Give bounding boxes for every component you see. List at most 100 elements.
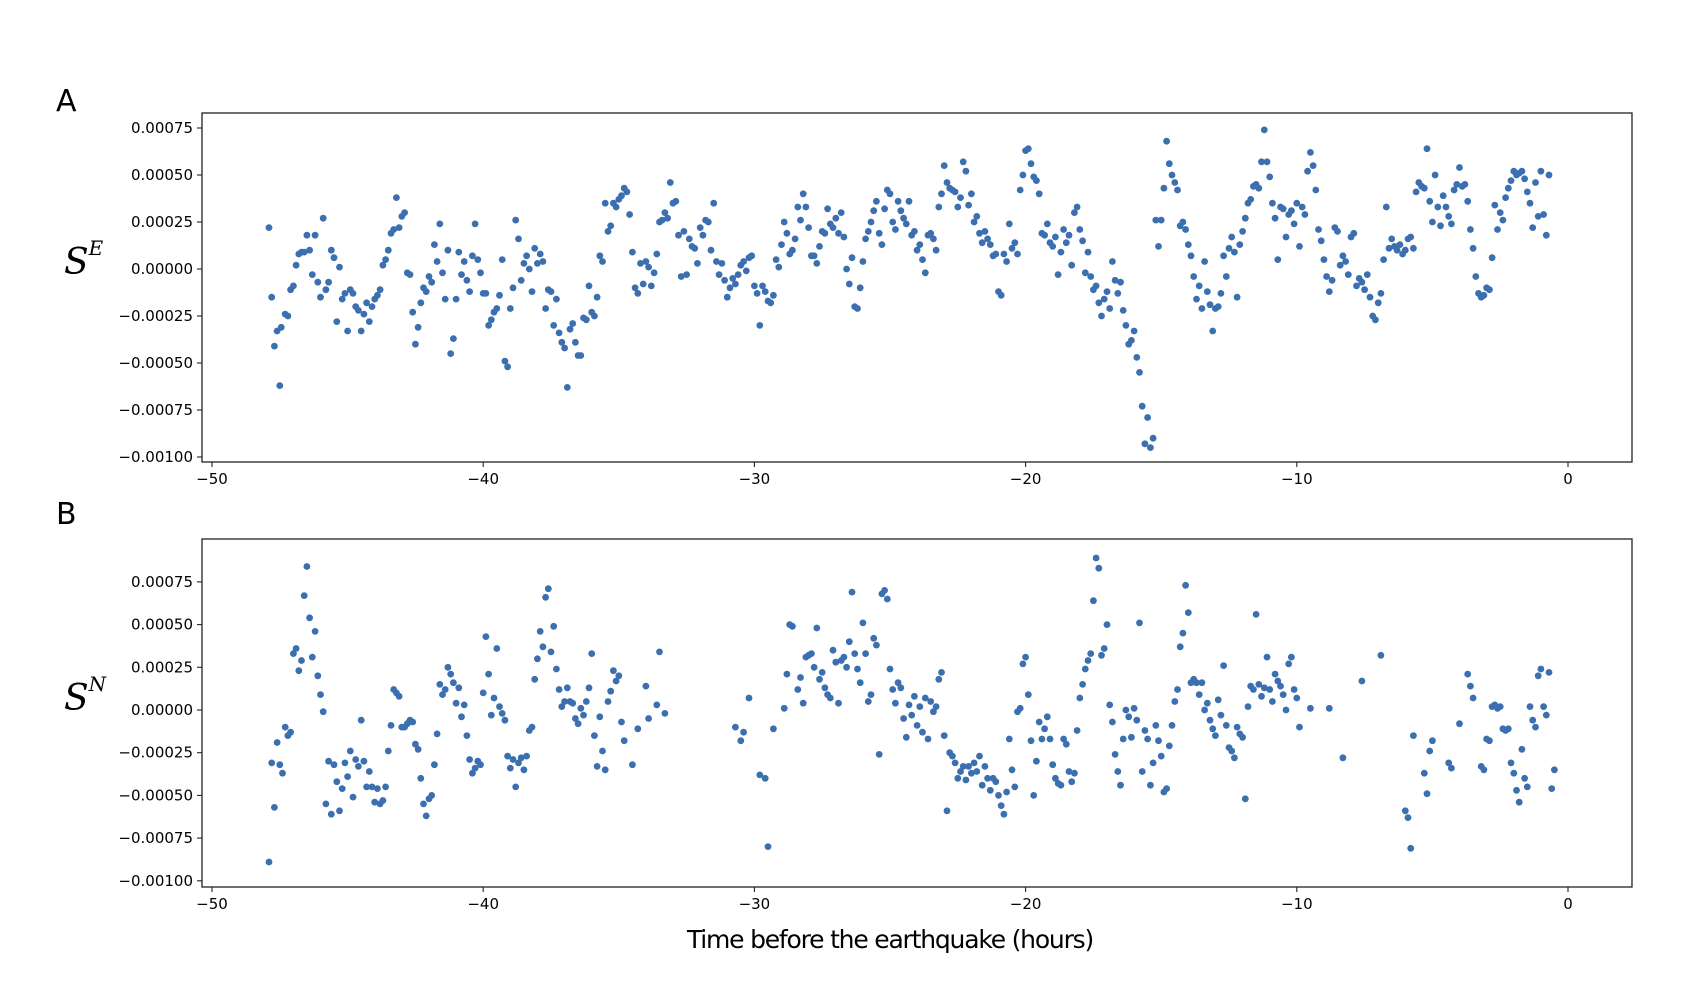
- data-point: [363, 299, 370, 307]
- data-point: [1548, 785, 1556, 792]
- data-point: [384, 747, 392, 755]
- data-point: [498, 256, 506, 263]
- data-point: [1288, 207, 1295, 215]
- data-point: [696, 224, 704, 232]
- data-point: [338, 295, 346, 303]
- data-point: [1325, 704, 1333, 712]
- data-point: [723, 293, 731, 301]
- data-point: [938, 190, 945, 198]
- data-point: [992, 778, 1000, 786]
- data-point: [997, 802, 1005, 809]
- data-point: [325, 757, 332, 765]
- data-point: [770, 291, 777, 299]
- data-point: [485, 670, 492, 678]
- data-point: [414, 323, 422, 331]
- data-point: [976, 229, 983, 237]
- data-point: [1027, 160, 1035, 168]
- data-point: [1293, 694, 1301, 702]
- data-point: [1363, 271, 1371, 278]
- data-point: [1130, 327, 1138, 335]
- data-point: [355, 763, 362, 770]
- data-point: [368, 303, 376, 310]
- data-point: [1241, 214, 1249, 222]
- y-tick-label: −0.00100: [118, 448, 193, 466]
- data-point: [477, 269, 484, 277]
- data-point: [1241, 795, 1249, 803]
- data-point: [1529, 224, 1537, 232]
- data-point: [569, 320, 577, 327]
- data-point: [360, 310, 368, 318]
- data-point: [718, 260, 726, 267]
- x-tick-label: −30: [739, 470, 771, 488]
- axes-frame: [201, 112, 1633, 463]
- y-tick-label: −0.00075: [118, 829, 193, 847]
- data-point: [268, 293, 276, 301]
- data-point: [1532, 723, 1539, 731]
- panel-b-ylabel-base: S: [64, 678, 89, 719]
- data-point: [1203, 288, 1211, 295]
- data-point: [951, 759, 959, 767]
- data-point: [653, 701, 661, 709]
- data-point: [783, 670, 791, 678]
- data-point: [1201, 706, 1208, 714]
- data-point: [547, 648, 555, 656]
- data-point: [1228, 747, 1236, 755]
- data-point: [512, 216, 520, 224]
- data-point: [1469, 694, 1477, 702]
- y-tick-label: 0.00050: [131, 616, 193, 634]
- data-point: [949, 752, 956, 760]
- data-point: [1407, 233, 1415, 241]
- data-point: [477, 761, 484, 769]
- data-point: [997, 291, 1005, 299]
- data-point: [1076, 694, 1084, 702]
- data-point: [658, 216, 666, 224]
- data-point: [593, 293, 601, 301]
- data-point: [298, 657, 305, 664]
- data-point: [506, 305, 514, 312]
- data-point: [428, 278, 436, 286]
- data-point: [873, 197, 880, 205]
- data-point: [1212, 732, 1219, 739]
- data-point: [873, 641, 880, 649]
- data-point: [487, 316, 495, 324]
- data-point: [563, 384, 571, 391]
- data-point: [802, 203, 810, 211]
- data-point: [1209, 725, 1217, 733]
- data-point: [1000, 810, 1008, 818]
- data-point: [336, 263, 343, 271]
- data-point: [1274, 256, 1282, 263]
- data-point: [1157, 752, 1165, 760]
- data-point: [968, 769, 975, 777]
- data-point: [976, 752, 983, 760]
- data-point: [1141, 727, 1149, 734]
- data-point: [1366, 293, 1374, 301]
- data-point: [1035, 190, 1043, 198]
- data-point: [276, 382, 284, 389]
- data-point: [1182, 581, 1189, 589]
- data-point: [921, 269, 929, 277]
- data-point: [1179, 629, 1187, 637]
- data-point: [618, 718, 625, 726]
- data-point: [1073, 727, 1081, 734]
- data-point: [1220, 662, 1227, 669]
- data-point: [1542, 231, 1550, 239]
- data-point: [862, 650, 869, 657]
- data-point: [1271, 670, 1279, 678]
- data-point: [1193, 295, 1200, 303]
- data-point: [637, 260, 644, 267]
- data-point: [506, 764, 514, 772]
- y-tick-label: −0.00050: [118, 354, 193, 372]
- data-point: [799, 190, 807, 198]
- data-point: [1510, 769, 1518, 777]
- data-point: [588, 650, 596, 657]
- data-point: [1255, 681, 1263, 688]
- data-point: [1507, 759, 1515, 767]
- data-point: [837, 209, 845, 217]
- data-point: [789, 246, 796, 254]
- data-point: [1014, 250, 1021, 258]
- data-point: [1171, 698, 1179, 705]
- data-point: [547, 288, 555, 295]
- data-point: [290, 282, 297, 290]
- data-point: [525, 265, 533, 273]
- data-point: [1214, 303, 1222, 310]
